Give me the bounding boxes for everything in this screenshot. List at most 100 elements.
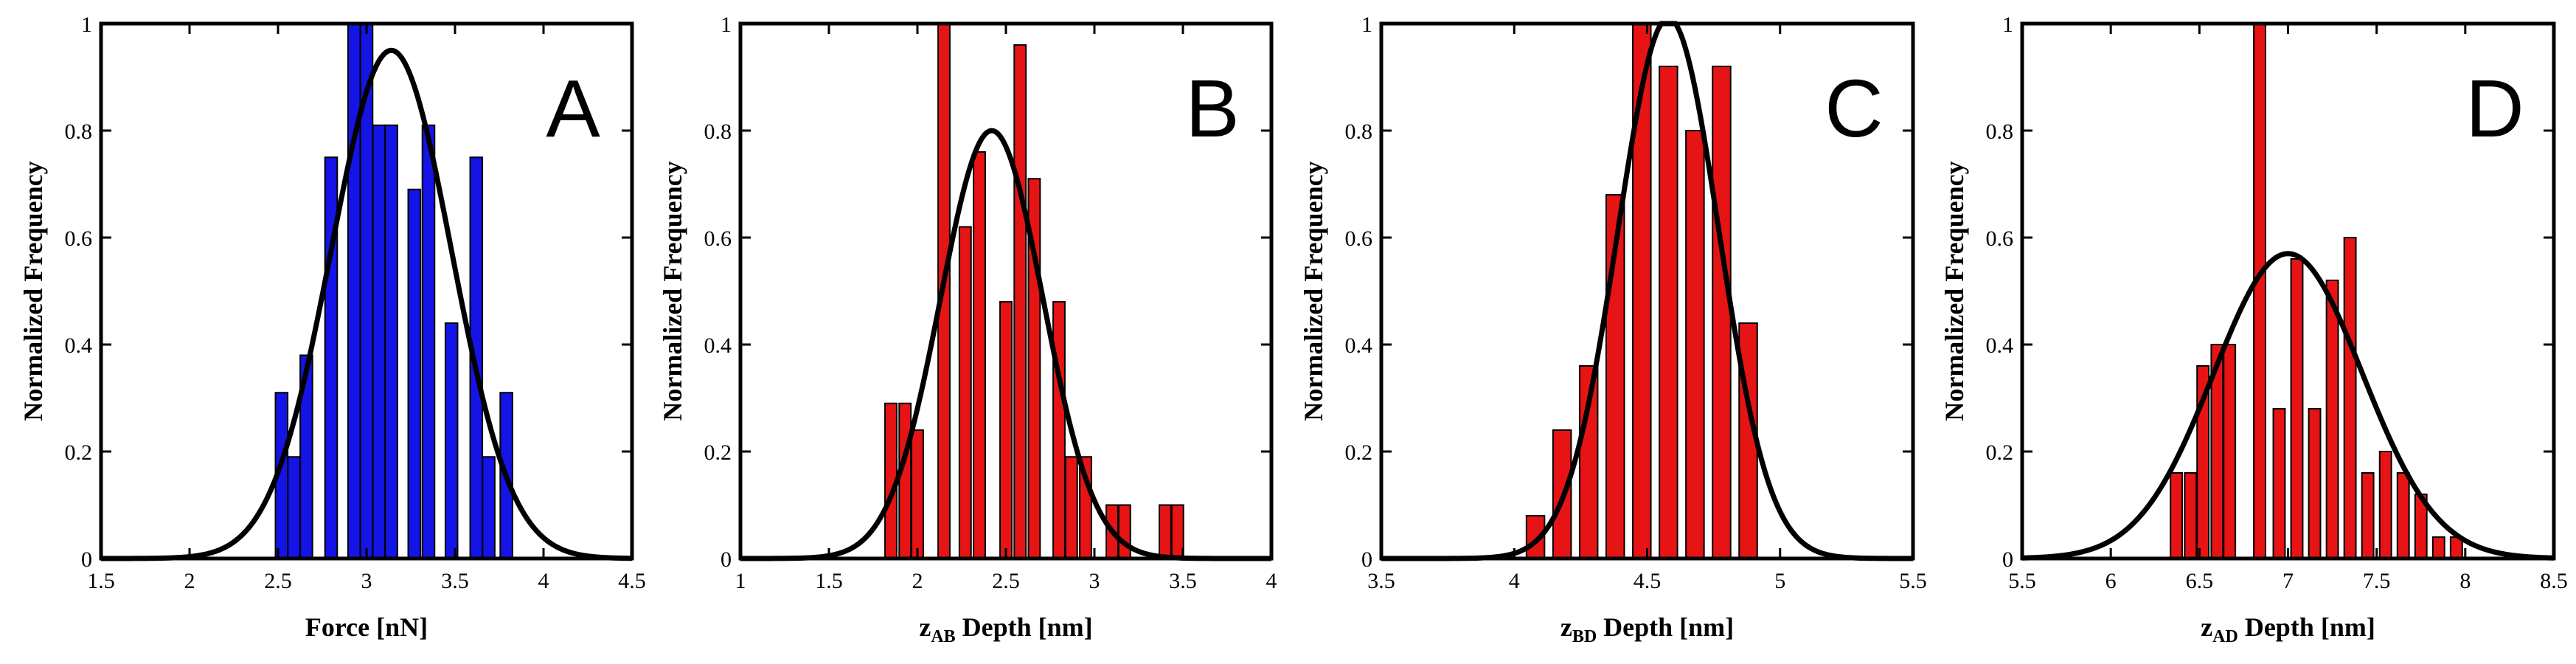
histogram-bar — [1172, 505, 1184, 559]
y-tick-label: 0.6 — [704, 226, 732, 251]
x-tick-label: 8 — [2459, 569, 2471, 593]
histogram-bar — [348, 24, 361, 558]
x-tick-label: 3.5 — [441, 569, 469, 593]
histogram-bar — [2327, 280, 2339, 558]
histogram-bar — [2309, 409, 2321, 558]
x-tick-label: 2.5 — [992, 569, 1020, 593]
histogram-bar — [1066, 457, 1077, 558]
x-tick-label: 5.5 — [2008, 569, 2036, 593]
histogram-bar — [2254, 24, 2266, 558]
x-axis-label: Force [nN] — [305, 612, 428, 642]
y-tick-label: 0.6 — [1986, 226, 2014, 251]
panel-a: 1.5 2 2.5 3 3.5 4 4.5 0 0.2 0.4 0.6 0.8 1 Normalized … — [18, 13, 646, 642]
y-tick-label: 0 — [81, 547, 92, 572]
x-tick-label: 1.5 — [815, 569, 843, 593]
histogram-bar — [1119, 505, 1131, 559]
histogram-bar — [1014, 45, 1026, 558]
x-tick-label: 4 — [538, 569, 549, 593]
y-tick-label: 1 — [1361, 13, 1372, 37]
figure: 1.5 2 2.5 3 3.5 4 4.5 0 0.2 0.4 0.6 0.8 1 Normalized … — [0, 0, 2576, 664]
histogram-bar — [973, 152, 985, 558]
y-tick-label: 0.2 — [1345, 440, 1373, 465]
histogram-bar — [2274, 409, 2285, 558]
histogram-bar — [912, 430, 923, 558]
x-axis-label: zAB Depth [nm] — [919, 612, 1092, 646]
x-tick-label: 6.5 — [2186, 569, 2214, 593]
histogram-bar — [423, 125, 435, 558]
histogram-bar — [288, 457, 300, 558]
histogram-bar — [2170, 473, 2182, 558]
x-axis-label: zAD Depth [nm] — [2201, 612, 2375, 646]
y-tick-label: 1 — [2002, 13, 2013, 37]
histogram-bar — [1053, 302, 1065, 558]
panel-b: 1 1.5 2 2.5 3 3.5 4 0 0.2 0.4 0.6 0.8 1 Normalized Fr… — [658, 13, 1277, 646]
y-tick-label: 0.8 — [65, 120, 93, 144]
panel-c: 3.5 4 4.5 5 5.5 0 0.2 0.4 0.6 0.8 1 Normalized Freq… — [1299, 13, 1927, 646]
histogram-bar — [409, 190, 421, 558]
histogram-bar — [385, 125, 397, 558]
x-tick-label: 2 — [184, 569, 195, 593]
x-tick-label: 5 — [1774, 569, 1785, 593]
x-tick-label: 3 — [361, 569, 372, 593]
y-tick-label: 0.6 — [65, 226, 93, 251]
x-tick-label: 2.5 — [264, 569, 292, 593]
histogram-bar — [1712, 66, 1731, 558]
x-tick-label: 8.5 — [2540, 569, 2568, 593]
x-tick-label: 7.5 — [2363, 569, 2391, 593]
y-tick-label: 1 — [721, 13, 732, 37]
y-tick-label: 0.2 — [704, 440, 732, 465]
y-tick-label: 0.2 — [1986, 440, 2014, 465]
histogram-bar — [482, 457, 495, 558]
x-tick-label: 4 — [1509, 569, 1520, 593]
histogram-bar — [2344, 238, 2356, 558]
histogram-bar — [2380, 452, 2392, 558]
y-axis-label: Normalized Frequency — [1299, 161, 1328, 421]
x-tick-label: 5.5 — [1899, 569, 1927, 593]
y-axis-label: Normalized Frequency — [18, 161, 48, 421]
y-tick-label: 0.4 — [65, 333, 93, 358]
x-tick-label: 4 — [1266, 569, 1277, 593]
x-tick-label: 4.5 — [1634, 569, 1662, 593]
histogram-bar — [1159, 505, 1171, 559]
y-tick-label: 0.4 — [1345, 333, 1373, 358]
y-tick-label: 1 — [81, 13, 92, 37]
panel-d: 5.5 6 6.5 7 7.5 8 8.5 0 0.2 0.4 0.6 0.8 1 Normalized … — [1940, 13, 2568, 646]
x-tick-label: 3.5 — [1367, 569, 1395, 593]
x-tick-label: 1.5 — [87, 569, 115, 593]
y-axis-label: Normalized Frequency — [658, 161, 687, 421]
y-axis-label: Normalized Frequency — [1940, 161, 1969, 421]
x-tick-label: 1 — [735, 569, 746, 593]
x-tick-label: 2 — [912, 569, 923, 593]
panel-letter: A — [546, 63, 600, 154]
histogram-bar — [1659, 66, 1678, 558]
histogram-bar — [445, 323, 458, 558]
y-tick-label: 0.8 — [1345, 120, 1373, 144]
panel-letter: B — [1185, 63, 1239, 154]
y-tick-label: 0 — [2002, 547, 2013, 572]
y-tick-label: 0.4 — [704, 333, 732, 358]
panel-letter: C — [1825, 63, 1883, 154]
y-tick-label: 0.4 — [1986, 333, 2014, 358]
histogram-bar — [2291, 259, 2303, 558]
x-tick-label: 6 — [2105, 569, 2117, 593]
x-tick-label: 4.5 — [618, 569, 646, 593]
histogram-bar — [1633, 24, 1651, 558]
histogram-bar — [2223, 345, 2235, 558]
histogram-bar — [2433, 537, 2445, 558]
y-tick-label: 0.8 — [704, 120, 732, 144]
x-tick-label: 3.5 — [1169, 569, 1197, 593]
histogram-bar — [1000, 302, 1012, 558]
histogram-bar — [1686, 131, 1704, 558]
y-tick-label: 0 — [721, 547, 732, 572]
x-tick-label: 3 — [1089, 569, 1100, 593]
y-tick-label: 0 — [1361, 547, 1372, 572]
y-tick-label: 0.8 — [1986, 120, 2014, 144]
y-tick-label: 0.2 — [65, 440, 93, 465]
x-tick-label: 7 — [2282, 569, 2294, 593]
histogram-bar — [2184, 473, 2196, 558]
histogram-bar — [2398, 473, 2409, 558]
histogram-bar — [899, 404, 911, 558]
y-tick-label: 0.6 — [1345, 226, 1373, 251]
histogram-bar — [373, 125, 386, 558]
gaussian-fit-line — [2022, 254, 2554, 558]
